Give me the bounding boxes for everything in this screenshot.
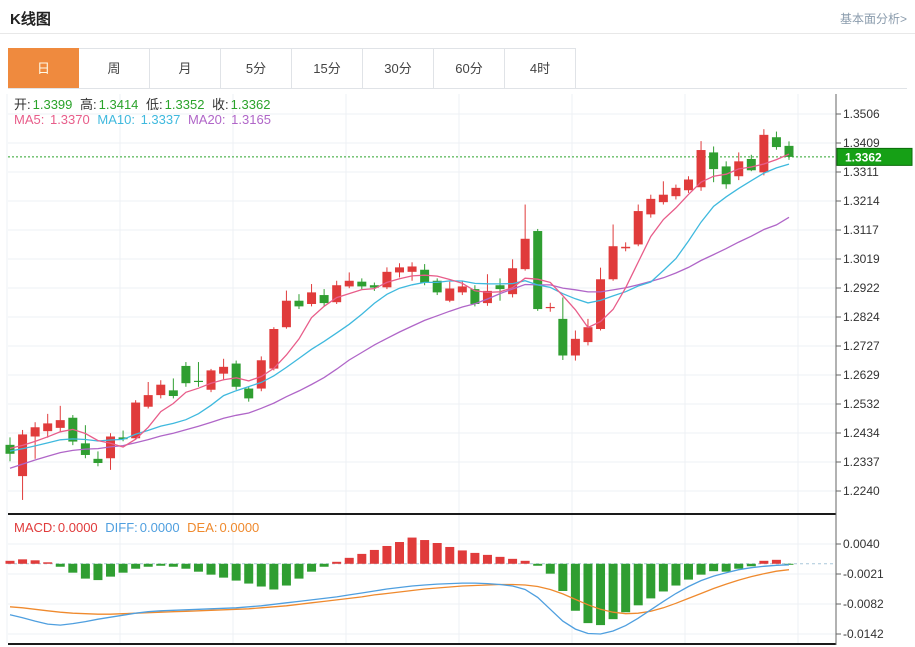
tab-5min[interactable]: 5分 [221, 48, 292, 88]
page-title: K线图 [10, 11, 51, 28]
header-divider [0, 33, 915, 34]
diff-value: 0.0000 [139, 520, 180, 535]
svg-text:1.2434: 1.2434 [843, 426, 880, 440]
ma5-label: MA5: [14, 112, 45, 127]
dea-label: DEA: [187, 520, 218, 535]
fundamental-analysis-link[interactable]: 基本面分析> [839, 12, 907, 26]
svg-text:1.3506: 1.3506 [843, 107, 880, 121]
tab-4hour[interactable]: 4时 [505, 48, 576, 88]
tab-30min[interactable]: 30分 [363, 48, 434, 88]
current-price-tag: 1.3362 [836, 147, 913, 166]
ma10-value: 1.3337 [140, 112, 181, 127]
macd-axis-labels: 0.0040 -0.0021 -0.0082 -0.0142 [836, 537, 884, 641]
svg-text:1.2727: 1.2727 [843, 339, 880, 353]
gridlines [6, 94, 836, 643]
svg-text:1.2824: 1.2824 [843, 310, 880, 324]
svg-text:1.2240: 1.2240 [843, 484, 880, 498]
svg-text:1.2922: 1.2922 [843, 281, 880, 295]
close-label: 收: [212, 97, 229, 112]
high-label: 高: [80, 97, 97, 112]
kline-chart[interactable]: 1.3506 1.3409 1.3311 1.3214 1.3117 1.3019 1.29… [0, 88, 915, 647]
diff-line [9, 564, 790, 635]
open-label: 开: [14, 97, 31, 112]
close-value: 1.3362 [230, 97, 271, 112]
svg-text:1.3362: 1.3362 [845, 150, 882, 164]
bottom-border [8, 643, 836, 645]
low-value: 1.3352 [164, 97, 205, 112]
svg-text:1.2337: 1.2337 [843, 455, 880, 469]
period-tabbar: 日周月 5分 15分 30分 60分 4时 [8, 48, 907, 89]
ma10-label: MA10: [97, 112, 135, 127]
ma20-value: 1.3165 [231, 112, 271, 127]
ma5-line [9, 153, 790, 450]
svg-text:1.3117: 1.3117 [843, 223, 879, 237]
svg-text:1.3409: 1.3409 [843, 136, 880, 150]
panel-divider [8, 513, 836, 515]
svg-text:1.2532: 1.2532 [843, 397, 880, 411]
macd-label: MACD: [14, 520, 56, 535]
svg-text:1.3311: 1.3311 [843, 165, 879, 179]
svg-text:-0.0082: -0.0082 [843, 597, 884, 611]
svg-text:1.2629: 1.2629 [843, 368, 880, 382]
svg-text:-0.0142: -0.0142 [843, 627, 884, 641]
svg-text:-0.0021: -0.0021 [843, 567, 884, 581]
macd-row: MACD: 0.0000 DIFF: 0.0000 DEA: 0.0000 [14, 520, 263, 535]
ma20-label: MA20: [187, 112, 226, 127]
price-axis-labels: 1.3506 1.3409 1.3311 1.3214 1.3117 1.3019 1.29… [836, 107, 880, 498]
tab-week[interactable]: 周 [79, 48, 150, 88]
high-value: 1.3414 [98, 97, 139, 112]
low-label: 低: [146, 97, 163, 112]
svg-text:0.0040: 0.0040 [843, 537, 880, 551]
tab-15min[interactable]: 15分 [292, 48, 363, 88]
tab-day[interactable]: 日 [8, 48, 79, 88]
diff-label: DIFF: [105, 520, 138, 535]
tab-month[interactable]: 月 [150, 48, 221, 88]
ohlc-row: 开: 1.3399 高: 1.3414 低: 1.3352 收: 1.3362 [14, 94, 274, 113]
ma-row: MA5: 1.3370 MA10: 1.3337 MA20: 1.3165 [14, 112, 275, 127]
open-value: 1.3399 [32, 97, 73, 112]
ma20-line [9, 216, 790, 469]
ma5-value: 1.3370 [49, 112, 90, 127]
ma10-line [9, 163, 790, 452]
tab-60min[interactable]: 60分 [434, 48, 505, 88]
dea-value: 0.0000 [219, 520, 260, 535]
svg-text:1.3214: 1.3214 [843, 194, 880, 208]
candles-layer [5, 129, 794, 500]
macd-value: 0.0000 [57, 520, 98, 535]
svg-text:1.3019: 1.3019 [843, 252, 880, 266]
macd-histogram [5, 537, 794, 626]
